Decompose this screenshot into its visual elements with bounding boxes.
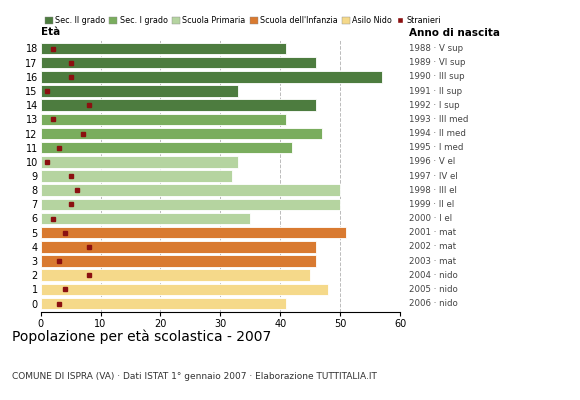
Bar [41,269,310,281]
Text: 1997 · IV el: 1997 · IV el [409,172,458,180]
Text: COMUNE DI ISPRA (VA) · Dati ISTAT 1° gennaio 2007 · Elaborazione TUTTITALIA.IT: COMUNE DI ISPRA (VA) · Dati ISTAT 1° gen… [12,372,376,381]
Text: 1990 · III sup: 1990 · III sup [409,72,465,81]
Bar [41,213,251,224]
Text: 1999 · II el: 1999 · II el [409,200,454,209]
Bar [41,128,322,139]
Text: 1992 · I sup: 1992 · I sup [409,101,459,110]
Bar [41,284,328,295]
Text: 1996 · V el: 1996 · V el [409,157,455,166]
Text: 2004 · nido: 2004 · nido [409,271,458,280]
Text: Popolazione per età scolastica - 2007: Popolazione per età scolastica - 2007 [12,330,271,344]
Bar [41,57,316,68]
Text: 2003 · mat: 2003 · mat [409,256,456,266]
Bar [41,170,233,182]
Text: 1989 · VI sup: 1989 · VI sup [409,58,465,67]
Bar [41,227,346,238]
Text: 1995 · I med: 1995 · I med [409,143,463,152]
Bar [41,142,292,154]
Bar [41,298,287,309]
Text: 1988 · V sup: 1988 · V sup [409,44,463,53]
Bar [41,241,316,253]
Text: Età: Età [41,27,60,37]
Bar [41,198,340,210]
Text: Anno di nascita: Anno di nascita [409,28,500,38]
Text: 2000 · I el: 2000 · I el [409,214,452,223]
Text: 1998 · III el: 1998 · III el [409,186,457,195]
Bar [41,184,340,196]
Text: 2002 · mat: 2002 · mat [409,242,456,251]
Bar [41,114,287,125]
Text: 2006 · nido: 2006 · nido [409,299,458,308]
Bar [41,156,238,168]
Bar [41,255,316,267]
Bar [41,43,287,54]
Bar [41,85,238,97]
Text: 2001 · mat: 2001 · mat [409,228,456,237]
Text: 2005 · nido: 2005 · nido [409,285,458,294]
Bar [41,71,382,83]
Text: 1993 · III med: 1993 · III med [409,115,468,124]
Text: 1994 · II med: 1994 · II med [409,129,466,138]
Bar [41,99,316,111]
Legend: Sec. II grado, Sec. I grado, Scuola Primaria, Scuola dell'Infanzia, Asilo Nido, : Sec. II grado, Sec. I grado, Scuola Prim… [45,16,441,25]
Text: 1991 · II sup: 1991 · II sup [409,86,462,96]
